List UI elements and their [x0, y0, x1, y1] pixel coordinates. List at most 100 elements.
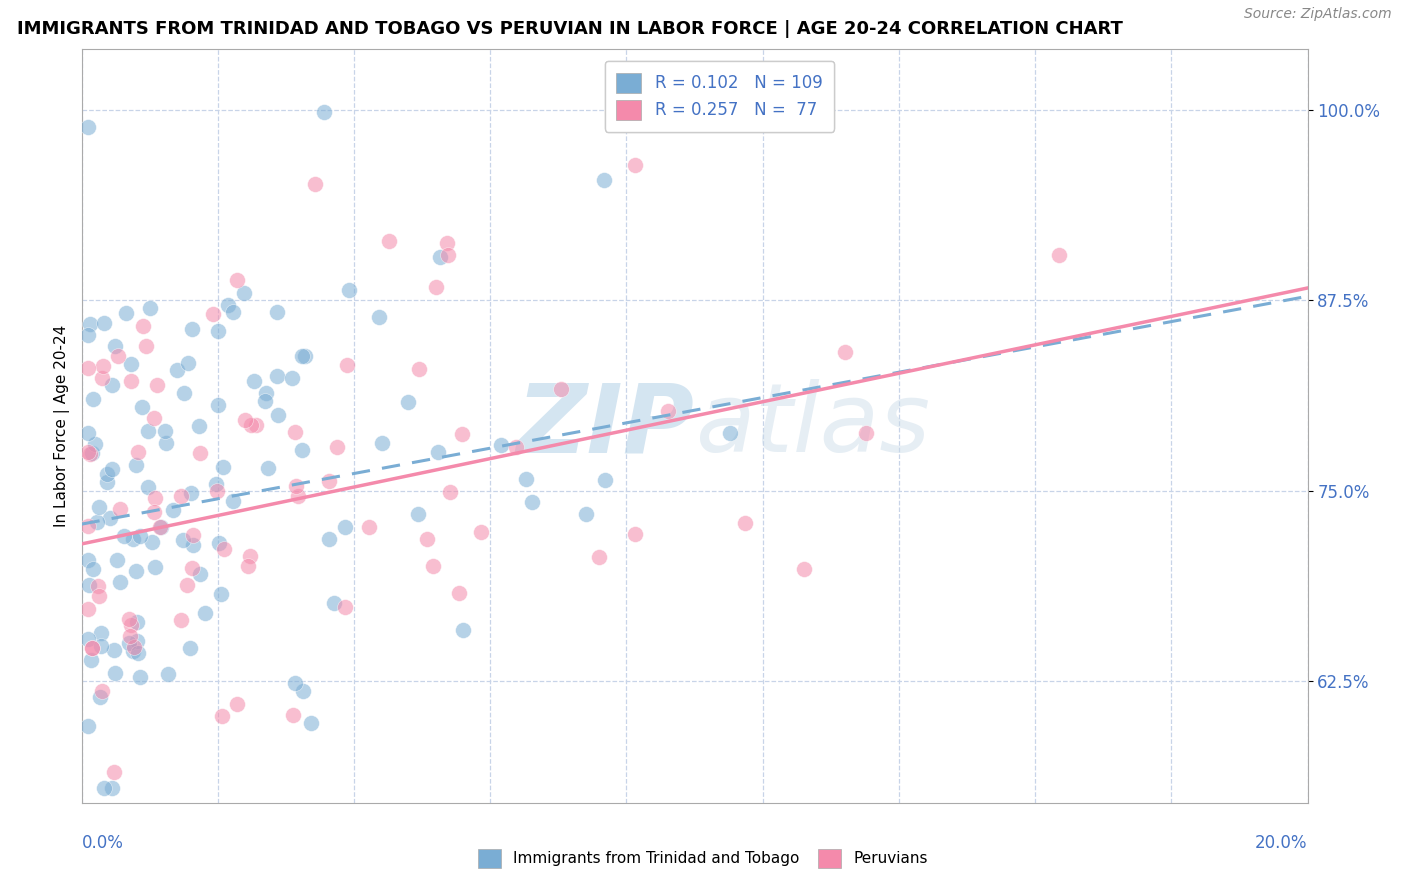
Point: [624, 527, 647, 541]
Text: 20.0%: 20.0%: [1256, 834, 1308, 852]
Point: [77, 519, 100, 533]
Point: [101, 461, 124, 475]
Point: [1047, 248, 1070, 262]
Point: [149, 520, 172, 534]
Point: [93, 316, 115, 330]
Point: [172, 533, 194, 547]
Point: [592, 173, 614, 187]
Point: [408, 362, 430, 376]
Point: [226, 698, 249, 712]
Point: [122, 532, 145, 546]
Point: [207, 324, 229, 338]
Legend: R = 0.102   N = 109, R = 0.257   N =  77: R = 0.102 N = 109, R = 0.257 N = 77: [605, 62, 834, 132]
Point: [233, 285, 256, 300]
Point: [96, 467, 118, 481]
Point: [207, 398, 229, 412]
Point: [470, 525, 492, 540]
Point: [181, 321, 204, 335]
Point: [291, 443, 314, 458]
Point: [205, 484, 228, 499]
Point: [243, 374, 266, 388]
Point: [416, 532, 439, 546]
Point: [145, 491, 167, 505]
Point: [181, 560, 204, 574]
Point: [312, 104, 335, 119]
Point: [91, 371, 114, 385]
Point: [107, 349, 129, 363]
Point: [127, 646, 149, 660]
Point: [257, 461, 280, 475]
Point: [76, 120, 98, 135]
Point: [177, 356, 200, 370]
Point: [233, 413, 256, 427]
Point: [283, 708, 305, 723]
Point: [157, 667, 180, 681]
Point: [173, 386, 195, 401]
Point: [226, 273, 249, 287]
Point: [245, 418, 267, 433]
Point: [181, 528, 204, 542]
Point: [82, 392, 104, 407]
Point: [294, 349, 316, 363]
Point: [143, 559, 166, 574]
Point: [103, 764, 125, 779]
Point: [104, 339, 127, 353]
Point: [76, 632, 98, 646]
Point: [285, 479, 308, 493]
Point: [357, 520, 380, 534]
Point: [120, 374, 142, 388]
Point: [77, 426, 100, 441]
Point: [337, 283, 360, 297]
Point: [90, 639, 112, 653]
Point: [208, 536, 231, 550]
Point: [318, 532, 340, 546]
Point: [115, 305, 138, 319]
Point: [108, 502, 131, 516]
Text: Source: ZipAtlas.com: Source: ZipAtlas.com: [1244, 7, 1392, 21]
Point: [194, 606, 217, 620]
Point: [291, 684, 314, 698]
Point: [77, 578, 100, 592]
Point: [266, 305, 288, 319]
Point: [188, 566, 211, 581]
Point: [436, 235, 458, 250]
Point: [505, 440, 527, 454]
Point: [239, 417, 262, 432]
Point: [425, 280, 447, 294]
Point: [87, 579, 110, 593]
Point: [595, 473, 617, 487]
Point: [76, 553, 98, 567]
Point: [76, 360, 98, 375]
Point: [82, 562, 104, 576]
Point: [98, 511, 121, 525]
Point: [211, 709, 233, 723]
Point: [118, 612, 141, 626]
Point: [718, 426, 741, 441]
Point: [284, 675, 307, 690]
Point: [91, 684, 114, 698]
Point: [127, 634, 149, 648]
Legend: Immigrants from Trinidad and Tobago, Peruvians: Immigrants from Trinidad and Tobago, Per…: [472, 843, 934, 873]
Point: [426, 445, 449, 459]
Point: [86, 516, 108, 530]
Point: [212, 459, 235, 474]
Point: [90, 625, 112, 640]
Point: [291, 349, 314, 363]
Point: [222, 305, 245, 319]
Point: [101, 378, 124, 392]
Point: [209, 586, 232, 600]
Point: [266, 369, 288, 384]
Point: [166, 363, 188, 377]
Point: [131, 318, 153, 333]
Point: [222, 494, 245, 508]
Point: [437, 247, 460, 261]
Point: [100, 780, 122, 795]
Point: [103, 643, 125, 657]
Point: [89, 690, 111, 704]
Point: [136, 479, 159, 493]
Point: [550, 382, 572, 396]
Point: [153, 424, 176, 438]
Point: [143, 410, 166, 425]
Point: [489, 438, 512, 452]
Point: [135, 339, 157, 353]
